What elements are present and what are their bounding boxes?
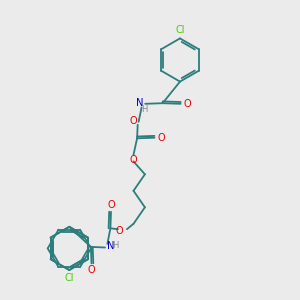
Text: Cl: Cl	[175, 25, 185, 35]
Text: N: N	[106, 241, 114, 251]
Text: O: O	[129, 116, 137, 126]
Text: O: O	[183, 99, 191, 109]
Text: H: H	[112, 241, 119, 250]
Text: O: O	[107, 200, 115, 210]
Text: H: H	[141, 105, 148, 114]
Text: O: O	[116, 226, 123, 236]
Text: O: O	[88, 265, 95, 275]
Text: O: O	[129, 155, 137, 165]
Text: O: O	[157, 133, 165, 143]
Text: Cl: Cl	[64, 273, 74, 284]
Text: N: N	[136, 98, 143, 109]
